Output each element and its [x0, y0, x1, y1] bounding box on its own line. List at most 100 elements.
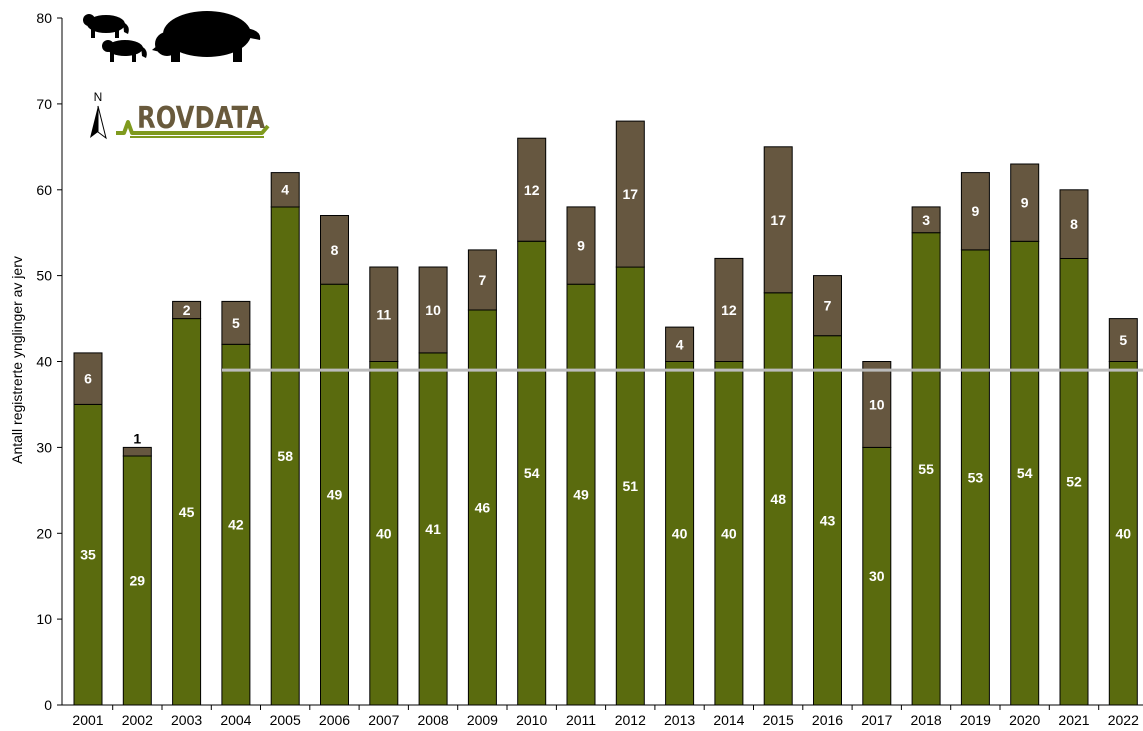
- y-tick-label: 30: [36, 439, 52, 455]
- bar-segment-upper: [665, 326, 695, 363]
- x-tick-label: 2001: [72, 712, 103, 728]
- x-tick-label: 2014: [713, 712, 744, 728]
- x-tick-label: 2017: [861, 712, 892, 728]
- bar-segment-upper: [418, 266, 448, 354]
- bar-segment-lower: [1010, 240, 1040, 706]
- bar-value-label-upper: 9: [972, 203, 980, 219]
- bar-value-label-upper: 8: [331, 242, 339, 258]
- bar-segment-lower: [270, 206, 300, 706]
- bar-segment-lower: [320, 283, 349, 706]
- y-axis-title: Antall registrerte ynglinger av jerv: [9, 256, 25, 464]
- x-tick-label: 2018: [911, 712, 942, 728]
- x-tick-label: 2011: [566, 712, 596, 728]
- bar-value-label-upper: 3: [922, 212, 930, 228]
- bar-segment-upper: [615, 120, 645, 268]
- bar-value-label-upper: 17: [623, 186, 639, 202]
- bar-value-label-lower: 40: [1116, 525, 1132, 541]
- bar-value-label-lower: 46: [475, 500, 491, 516]
- bar-segment-upper: [221, 300, 251, 345]
- bar-value-label-upper: 10: [425, 302, 441, 318]
- bar-value-label-lower: 48: [770, 491, 786, 507]
- x-tick-label: 2004: [220, 712, 251, 728]
- bar-value-label-lower: 35: [80, 547, 96, 563]
- bar-value-label-upper: 10: [869, 396, 885, 412]
- y-tick-label: 20: [36, 525, 52, 541]
- bar-segment-lower: [763, 292, 793, 706]
- bar-value-label-upper: 2: [183, 302, 191, 318]
- bar-segment-upper: [813, 275, 842, 337]
- bar-segment-upper: [1010, 163, 1040, 242]
- bar-segment-upper: [1108, 318, 1138, 363]
- bar-value-label-upper: 7: [479, 272, 487, 288]
- bar-value-label-lower: 43: [820, 512, 836, 528]
- x-tick-label: 2012: [615, 712, 646, 728]
- bar-segment-upper: [270, 172, 300, 208]
- bar-value-label-upper: 9: [1021, 195, 1029, 211]
- bar-value-label-upper: 4: [676, 336, 684, 352]
- bar-segment-upper: [1059, 189, 1089, 259]
- bar-segment-upper: [320, 215, 349, 285]
- bar-value-label-lower: 53: [968, 469, 984, 485]
- bar-segment-upper: [122, 446, 152, 457]
- bar-segment-upper: [862, 361, 892, 448]
- bar-segment-lower: [369, 361, 399, 706]
- bar-value-label-upper: 5: [1119, 332, 1127, 348]
- rovdata-logo: ROVDATA: [116, 101, 270, 138]
- bar-segment-lower: [714, 361, 744, 706]
- bar-value-label-upper: 11: [376, 306, 391, 322]
- bar-segment-upper: [172, 300, 202, 320]
- y-tick-label: 50: [36, 268, 52, 284]
- x-tick-label: 2010: [516, 712, 547, 728]
- x-tick-label: 2022: [1108, 712, 1139, 728]
- wolverine-silhouettes-icon: [83, 11, 261, 62]
- bar-segment-lower: [172, 318, 202, 706]
- bar-value-label-lower: 58: [277, 448, 293, 464]
- bar-value-label-lower: 41: [425, 521, 441, 537]
- bar-value-label-upper: 12: [524, 182, 540, 198]
- bar-segment-upper: [566, 206, 596, 285]
- y-tick-label: 80: [36, 10, 52, 26]
- bar-value-label-lower: 40: [672, 525, 688, 541]
- bar-value-label-upper: 6: [84, 371, 92, 387]
- bar-value-label-lower: 40: [721, 525, 737, 541]
- x-tick-label: 2021: [1058, 712, 1089, 728]
- y-tick-label: 70: [36, 96, 52, 112]
- bar-value-label-lower: 54: [1017, 465, 1033, 481]
- bar-value-label-upper: 1: [133, 430, 141, 446]
- bar-value-label-upper: 9: [577, 238, 585, 254]
- bar-segment-lower: [221, 343, 251, 706]
- bar-value-label-lower: 55: [918, 461, 934, 477]
- bar-value-label-lower: 40: [376, 525, 392, 541]
- bar-value-label-upper: 4: [281, 182, 289, 198]
- bar-segment-lower: [73, 403, 103, 706]
- bar-value-label-lower: 51: [623, 478, 639, 494]
- bar-value-label-upper: 17: [770, 212, 786, 228]
- bar-segment-upper: [369, 266, 399, 362]
- x-tick-label: 2016: [812, 712, 843, 728]
- x-tick-label: 2005: [270, 712, 301, 728]
- north-label: N: [94, 90, 103, 104]
- bar-value-label-upper: 7: [824, 298, 832, 314]
- bar-segment-upper: [911, 206, 941, 234]
- bar-value-label-lower: 30: [869, 568, 885, 584]
- x-tick-label: 2019: [960, 712, 991, 728]
- bar-segment-upper: [517, 137, 547, 242]
- bar-value-label-lower: 29: [130, 573, 146, 589]
- y-tick-label: 40: [36, 354, 52, 370]
- bar-segment-upper: [73, 352, 103, 405]
- bar-segment-upper: [714, 257, 744, 362]
- bar-segment-upper: [763, 146, 793, 294]
- bar-segment-lower: [1108, 361, 1138, 706]
- x-tick-label: 2002: [122, 712, 153, 728]
- bar-value-label-upper: 5: [232, 315, 240, 331]
- bar-segment-lower: [122, 455, 152, 706]
- bar-value-label-upper: 8: [1070, 216, 1078, 232]
- y-tick-label: 10: [36, 611, 52, 627]
- bar-value-label-lower: 45: [179, 504, 195, 520]
- x-tick-label: 2008: [418, 712, 449, 728]
- bar-value-label-lower: 49: [573, 487, 589, 503]
- x-tick-label: 2013: [664, 712, 695, 728]
- x-tick-label: 2003: [171, 712, 202, 728]
- bar-segment-upper: [960, 172, 990, 251]
